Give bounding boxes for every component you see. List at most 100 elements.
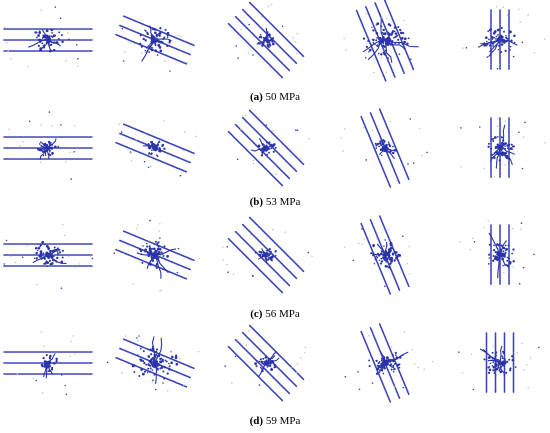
crack-point (376, 256, 379, 259)
crack-point (376, 22, 380, 26)
speck (240, 28, 242, 31)
panel-b-1 (3, 111, 93, 180)
speck (51, 125, 53, 127)
crack-point (166, 36, 169, 38)
speck (140, 52, 143, 54)
crack-branch (499, 147, 513, 165)
crack-point (257, 144, 261, 148)
speck (409, 118, 412, 120)
crack-point (270, 367, 273, 370)
crack-point (395, 34, 399, 37)
speck (344, 375, 347, 378)
speck (494, 389, 497, 392)
crack-point (397, 259, 399, 261)
crack-point (147, 367, 150, 370)
crack-point (492, 249, 496, 252)
speck (248, 23, 250, 26)
speck (426, 151, 428, 154)
crack-point (503, 247, 506, 250)
crack-point (157, 40, 160, 43)
speck (412, 162, 415, 164)
caption-c: (c) 56 MPa (0, 308, 550, 321)
speck (258, 384, 261, 386)
speck (522, 266, 525, 269)
crack-point (496, 28, 500, 32)
crack-point (44, 262, 48, 265)
crack-point (41, 147, 44, 150)
speck (59, 17, 62, 20)
crack-point (47, 370, 50, 372)
speck (461, 372, 464, 374)
speck (376, 237, 378, 239)
crack-point (274, 250, 277, 253)
crack-point (152, 248, 155, 250)
crack-point (39, 250, 43, 253)
crack-point (492, 369, 494, 371)
speck (290, 154, 292, 157)
panel-a-1 (3, 6, 93, 68)
crack-point (54, 34, 57, 37)
crack-point (407, 37, 410, 40)
crack-point (268, 46, 270, 49)
speck (186, 61, 188, 64)
crack-point (506, 37, 509, 40)
crack-point (267, 148, 269, 151)
crack-point (37, 38, 41, 42)
speck (195, 135, 197, 138)
speck (307, 251, 310, 254)
speck (73, 151, 75, 153)
crack-point (391, 40, 394, 42)
speck (5, 41, 8, 44)
crack-branch (384, 362, 397, 370)
crack-point (157, 241, 160, 244)
speck (10, 255, 12, 257)
crack-point (151, 369, 154, 371)
speck (533, 52, 536, 54)
crack-point (264, 356, 267, 359)
crack-point (151, 247, 154, 250)
crack-point (268, 254, 270, 256)
crack-branch (40, 145, 48, 149)
speck (527, 386, 530, 389)
speck (363, 238, 366, 241)
crack-point (140, 45, 143, 48)
speck (358, 242, 360, 245)
crack-point (512, 260, 515, 263)
speck (76, 65, 79, 67)
crack-point (49, 151, 51, 153)
crack-point (174, 356, 178, 360)
crack-point (497, 34, 499, 36)
crack-point (484, 36, 488, 40)
crack-point (273, 364, 276, 366)
crack-point (506, 144, 509, 147)
crack-point (376, 367, 380, 371)
crack-point (259, 358, 262, 361)
crack-point (49, 263, 52, 266)
crack-point (269, 250, 272, 253)
crack-point (393, 30, 396, 33)
speck (158, 230, 161, 233)
crack-point (150, 353, 153, 356)
crack-point (158, 31, 162, 35)
crack-point (175, 362, 179, 366)
crack-point (377, 37, 380, 40)
speck (64, 161, 67, 163)
speck (265, 124, 268, 126)
panel-b-2 (115, 120, 197, 177)
speck (497, 117, 499, 120)
crack-branch (371, 253, 386, 256)
speck (529, 357, 532, 360)
crack-point (403, 40, 406, 44)
caption-d-label: (d) (249, 415, 264, 427)
crack-point (503, 30, 505, 33)
crack-point (498, 159, 501, 162)
crack-point (155, 350, 158, 353)
speck (67, 32, 69, 34)
crack-branch (495, 147, 501, 169)
speck (398, 53, 401, 55)
crack-point (256, 360, 259, 363)
crack-branch (257, 254, 267, 260)
crack-point (259, 33, 262, 36)
crack-point (376, 37, 378, 39)
crack-point (379, 262, 382, 265)
